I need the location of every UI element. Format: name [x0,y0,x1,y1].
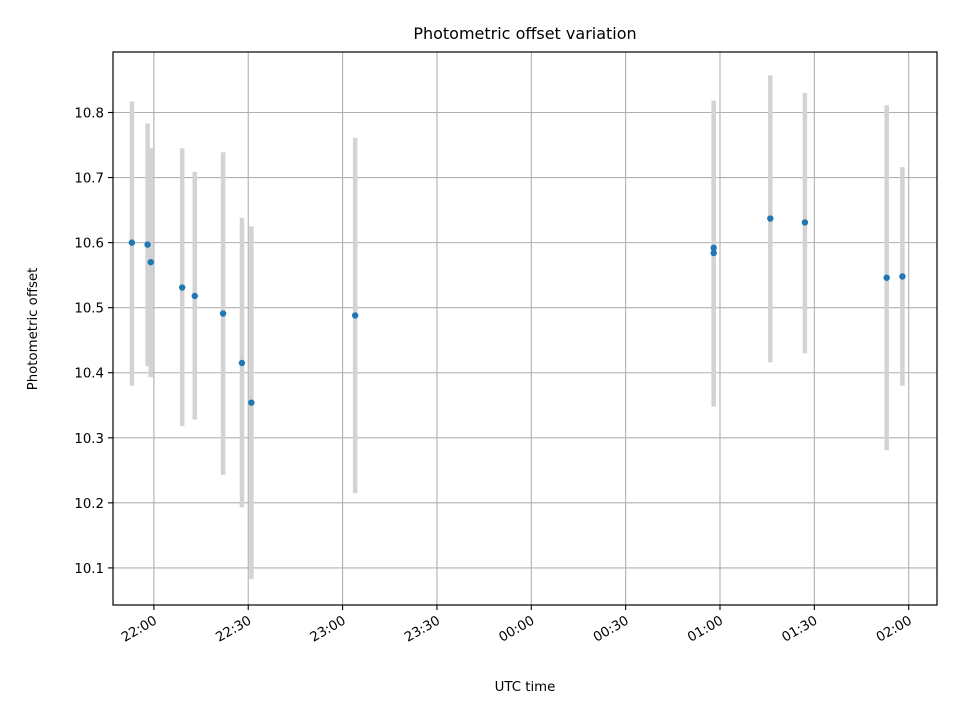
data-point [191,292,198,300]
y-tick-label: 10.8 [74,107,104,122]
y-tick-label: 10.4 [74,367,104,382]
data-point [219,310,227,317]
y-tick-label: 10.2 [74,497,104,512]
data-point [144,241,151,248]
data-point [351,312,359,319]
data-point [238,359,246,367]
y-tick-label: 10.3 [74,432,104,447]
data-point [128,239,136,246]
y-axis-ticks: 10.1 10.2 10.3 10.4 10.5 10.6 10.7 10.8 [74,107,113,577]
chart-title: Photometric offset variation [413,24,636,43]
data-points [128,215,906,406]
data-point [899,273,906,280]
x-axis-title: UTC time [495,680,556,695]
data-point [248,399,255,406]
data-point [147,258,154,266]
y-tick-label: 10.1 [74,562,104,577]
data-point [710,244,717,252]
data-point [178,284,186,291]
y-axis-title: Photometric offset [26,268,41,391]
y-tick-label: 10.5 [74,302,104,317]
y-tick-label: 10.6 [74,237,104,252]
data-point [883,274,890,281]
plot-frame [112,51,938,606]
data-point [710,249,717,257]
data-point [767,215,774,222]
data-point [801,219,809,226]
y-tick-label: 10.7 [74,172,104,187]
